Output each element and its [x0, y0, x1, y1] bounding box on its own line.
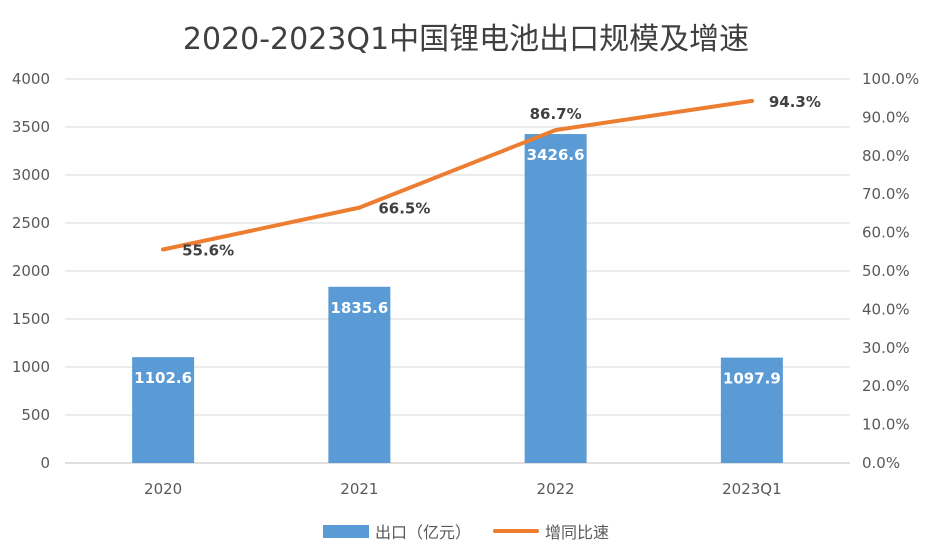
growth-line	[161, 98, 754, 252]
legend-label-growth: 增同比速	[545, 523, 610, 542]
bar-series: 1102.6 1835.6 3426.6 1097.9	[132, 134, 783, 464]
right-tick-label: 80.0%	[862, 147, 910, 165]
left-tick-label: 2000	[12, 262, 50, 280]
gridlines	[65, 78, 850, 464]
left-tick-label: 2500	[12, 214, 50, 232]
legend-item-growth: 增同比速	[493, 519, 609, 543]
left-tick-label: 1500	[12, 310, 50, 328]
bar	[328, 286, 391, 463]
legend-item-export: 出口（亿元）	[322, 519, 471, 543]
left-tick-label: 500	[21, 406, 50, 424]
bar-data-label: 3426.6	[527, 146, 585, 164]
right-tick-label: 60.0%	[862, 224, 910, 242]
legend-swatch-line	[493, 529, 539, 533]
left-tick-label: 1000	[12, 358, 50, 376]
right-tick-label: 70.0%	[862, 185, 910, 203]
left-tick-label: 3500	[12, 118, 50, 136]
line-point	[749, 98, 754, 103]
bar-data-label: 1102.6	[134, 369, 192, 387]
right-tick-label: 20.0%	[862, 377, 910, 395]
x-tick-label: 2020	[144, 480, 182, 498]
line-data-label: 66.5%	[378, 200, 430, 218]
x-axis: 2020 2021 2022 2023Q1	[144, 480, 782, 498]
left-y-axis: 0 500 1000 1500 2000 2500 3000 3500 4000	[12, 70, 50, 472]
legend: 出口（亿元） 增同比速	[0, 519, 932, 543]
legend-label-export: 出口（亿元）	[374, 523, 471, 542]
x-tick-label: 2021	[340, 480, 378, 498]
line-point	[161, 247, 166, 252]
x-tick-label: 2022	[537, 480, 575, 498]
bar-data-label: 1097.9	[723, 370, 781, 388]
line-data-label: 55.6%	[182, 241, 234, 259]
right-tick-label: 100.0%	[862, 70, 919, 88]
line-point	[357, 205, 362, 210]
bar	[720, 357, 783, 463]
bar	[524, 134, 587, 464]
right-tick-label: 40.0%	[862, 300, 910, 318]
right-y-axis: 0.0% 10.0% 20.0% 30.0% 40.0% 50.0% 60.0% 70.0% 8…	[862, 70, 919, 472]
left-tick-label: 3000	[12, 166, 50, 184]
right-tick-label: 0.0%	[862, 454, 900, 472]
right-tick-label: 30.0%	[862, 339, 910, 357]
right-tick-label: 10.0%	[862, 416, 910, 434]
line-data-label: 94.3%	[769, 93, 821, 111]
right-tick-label: 90.0%	[862, 108, 910, 126]
bar	[132, 357, 195, 463]
right-tick-label: 50.0%	[862, 262, 910, 280]
line-data-label: 86.7%	[530, 105, 582, 123]
x-tick-label: 2023Q1	[722, 480, 782, 498]
chart-title: 2020-2023Q1中国锂电池出口规模及增速	[182, 22, 750, 57]
left-tick-label: 4000	[12, 70, 50, 88]
line-series: 55.6% 66.5% 86.7% 94.3%	[161, 93, 821, 259]
line-point	[553, 128, 558, 133]
legend-swatch-bar	[322, 524, 369, 538]
bar-data-label: 1835.6	[330, 299, 388, 317]
left-tick-label: 0	[40, 454, 50, 472]
